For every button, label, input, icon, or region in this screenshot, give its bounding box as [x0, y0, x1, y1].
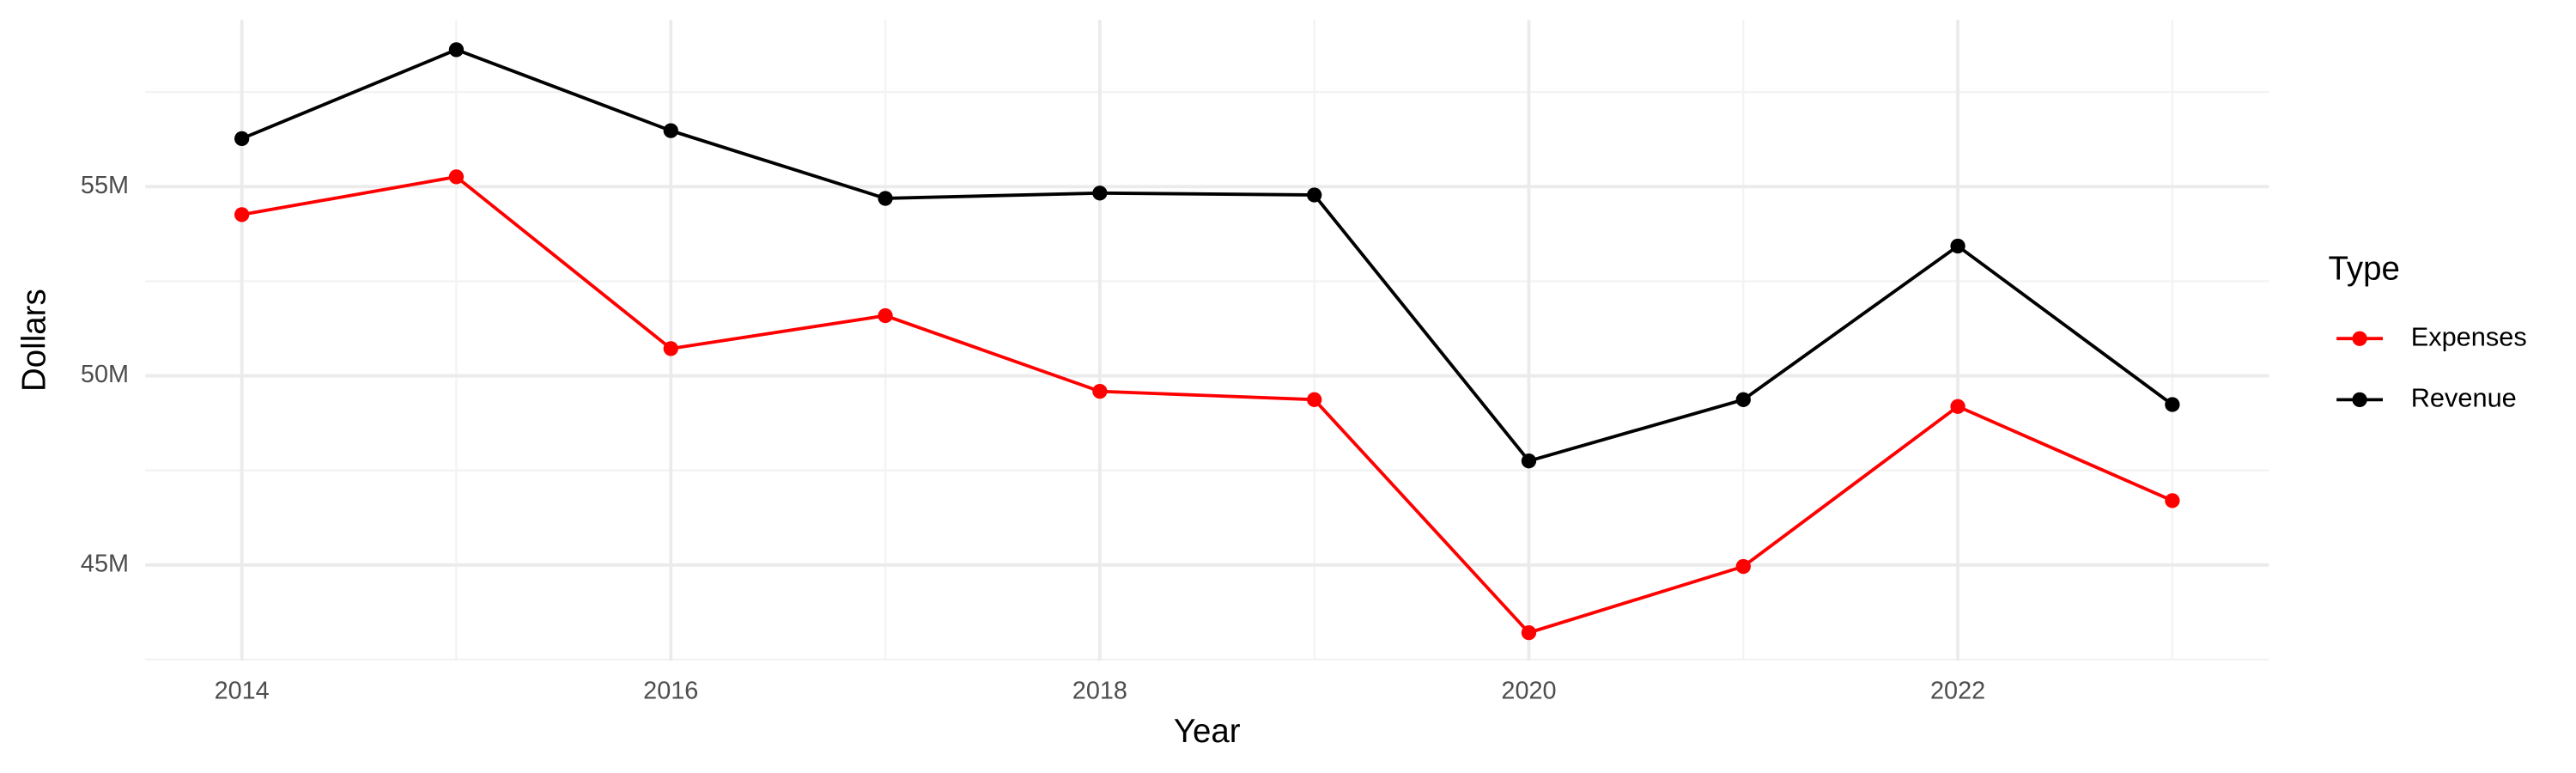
- data-point: [878, 191, 893, 206]
- data-point: [663, 341, 678, 356]
- legend-label: Revenue: [2411, 383, 2517, 413]
- x-tick-label: 2020: [1501, 677, 1556, 704]
- data-point: [234, 207, 250, 222]
- data-point: [1950, 238, 1965, 254]
- series-line: [241, 174, 2173, 635]
- data-point: [878, 307, 893, 324]
- legend: Expenses Revenue: [2336, 321, 2527, 413]
- data-point: [663, 123, 678, 138]
- data-point: [1092, 186, 1108, 201]
- data-point: [448, 169, 465, 185]
- x-tick-label: 2018: [1072, 677, 1127, 704]
- grid: 45M 50M 55M 2014 2016 2018 2020 2022: [81, 20, 2269, 704]
- y-tick-label: 50M: [81, 361, 129, 388]
- y-tick-label: 55M: [81, 172, 129, 199]
- data-point: [1092, 383, 1108, 399]
- data-point: [1521, 624, 1537, 641]
- data-point: [1521, 453, 1537, 469]
- data-point: [448, 42, 465, 58]
- legend-title: Type: [2329, 251, 2400, 288]
- data-point: [1307, 392, 1322, 407]
- x-tick-label: 2022: [1930, 677, 1985, 704]
- data-point: [1735, 558, 1751, 575]
- data-point: [1950, 399, 1965, 414]
- x-axis-title: Year: [1174, 713, 1241, 750]
- legend-marker: [2352, 392, 2367, 408]
- y-tick-label: 45M: [81, 550, 129, 577]
- data-point: [234, 131, 250, 147]
- x-tick-label: 2016: [643, 677, 698, 704]
- data-point: [2165, 397, 2180, 412]
- plot: [234, 42, 2180, 641]
- series-line: [240, 47, 2174, 463]
- data-point: [1307, 187, 1322, 203]
- data-point: [2165, 493, 2180, 508]
- y-axis-title: Dollars: [15, 289, 52, 392]
- x-tick-label: 2014: [215, 677, 270, 704]
- legend-label: Expenses: [2411, 321, 2527, 351]
- data-point: [1735, 392, 1751, 407]
- legend-marker: [2352, 331, 2367, 346]
